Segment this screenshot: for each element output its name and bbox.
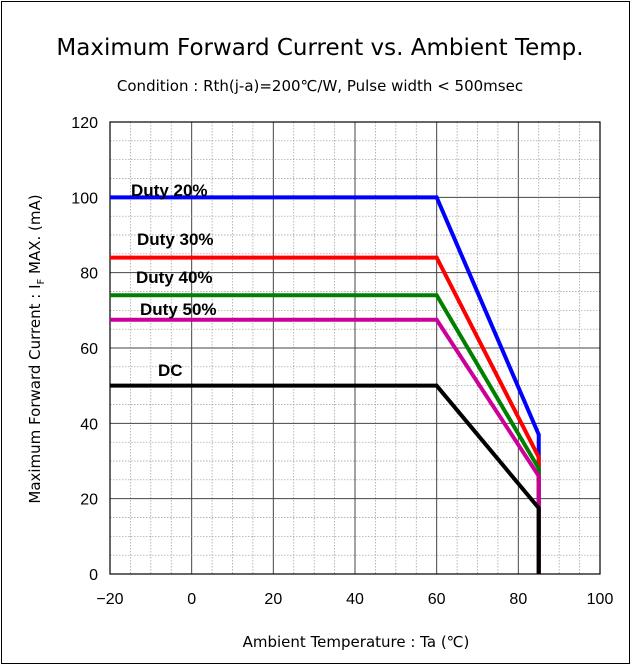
- series-label: Duty 20%: [131, 181, 208, 200]
- x-tick-label: 20: [264, 591, 282, 608]
- series-label: DC: [158, 361, 183, 380]
- x-tick-label: 100: [587, 591, 614, 608]
- tick-labels: −20 0 20 40 60 80 100 0 20 40 60 80 100 120: [71, 115, 613, 608]
- series-label: Duty 30%: [137, 230, 214, 249]
- series-label: Duty 40%: [136, 268, 213, 287]
- chart-subtitle: Condition : Rth(j-a)=200℃/W, Pulse width…: [117, 77, 523, 95]
- series-labels: Duty 20% Duty 30% Duty 40% Duty 50% DC: [131, 181, 217, 380]
- series-line: [110, 293, 541, 574]
- x-tick-label: 0: [187, 591, 196, 608]
- y-tick-label: 100: [71, 190, 98, 207]
- y-axis-label-suffix: MAX. (mA): [26, 194, 44, 278]
- series-line: [110, 383, 541, 574]
- x-tick-label: 40: [346, 591, 364, 608]
- y-axis-label: Maximum Forward Current : IF MAX. (mA): [26, 194, 47, 503]
- y-tick-label: 60: [80, 341, 98, 358]
- y-tick-label: 120: [71, 115, 98, 132]
- y-tick-label: 40: [80, 416, 98, 433]
- plot-area: [109, 121, 601, 575]
- series-label: Duty 50%: [140, 300, 217, 319]
- series-lines: [110, 195, 541, 574]
- x-tick-label: 80: [509, 591, 527, 608]
- x-tick-label: 60: [428, 591, 446, 608]
- x-tick-label: −20: [96, 591, 123, 608]
- x-axis-label: Ambient Temperature : Ta (℃): [243, 633, 470, 651]
- y-tick-label: 0: [89, 567, 98, 584]
- y-axis-label-subscript: F: [36, 279, 47, 285]
- y-tick-label: 20: [80, 492, 98, 509]
- chart-title: Maximum Forward Current vs. Ambient Temp…: [56, 35, 583, 61]
- y-tick-label: 80: [80, 266, 98, 283]
- y-axis-label-prefix: Maximum Forward Current : I: [26, 285, 44, 504]
